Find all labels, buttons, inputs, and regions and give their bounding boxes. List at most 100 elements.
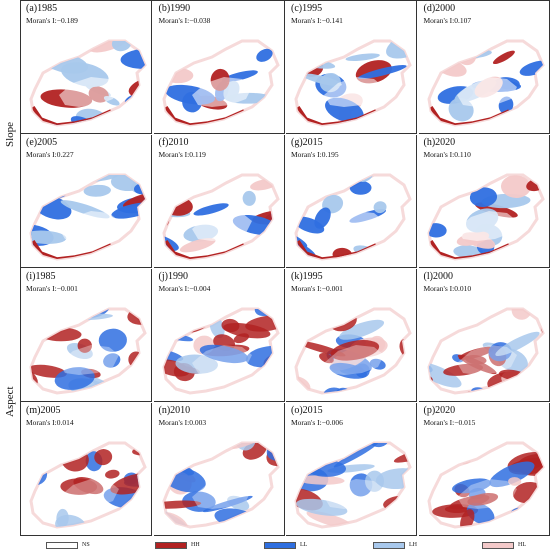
panel-title: (p)2020 <box>423 405 456 416</box>
cluster-patch <box>262 443 278 446</box>
cluster-patch <box>296 176 318 196</box>
cluster-map <box>29 173 147 261</box>
legend-swatch <box>373 541 405 549</box>
cluster-patch <box>370 443 388 448</box>
legend-item: LL <box>264 540 307 550</box>
panel-title: (f)2010 <box>158 137 189 148</box>
cluster-patch <box>339 319 385 340</box>
legend-swatch <box>264 541 296 549</box>
cluster-patch <box>390 403 417 406</box>
cluster-patch <box>449 309 472 322</box>
cluster-patch <box>245 345 278 368</box>
cluster-patch <box>296 498 348 516</box>
map-panel: (i)1985 Moran's I:−0.001 <box>21 269 152 402</box>
cluster-patch <box>202 495 253 513</box>
panel-title: (l)2000 <box>423 271 453 282</box>
cluster-patch <box>507 477 521 486</box>
cluster-patch <box>98 275 133 307</box>
cluster-patch <box>393 445 410 463</box>
cluster-patch <box>31 364 67 378</box>
cluster-patch <box>54 367 95 390</box>
cluster-patch <box>255 48 273 62</box>
cluster-map <box>294 173 412 261</box>
cluster-patch <box>231 1 269 26</box>
cluster-patch <box>329 362 368 379</box>
cluster-patch <box>229 407 254 429</box>
cluster-map <box>29 275 147 395</box>
cluster-patch <box>154 226 160 252</box>
cluster-patch <box>166 51 183 63</box>
cluster-patch <box>163 175 197 196</box>
cluster-patch <box>154 377 155 402</box>
map-panel: (b)1990 Moran's I:−0.038 <box>153 1 285 134</box>
map-panel: (k)1995 Moran's I:−0.001 <box>286 269 417 402</box>
cluster-patch <box>87 41 135 53</box>
cluster-patch <box>358 65 407 79</box>
cluster-patch <box>111 41 132 52</box>
cluster-patch <box>31 230 67 244</box>
cluster-patch <box>333 443 379 468</box>
map-panel: (a)1985 Moran's I:−0.189 <box>21 1 152 134</box>
cluster-patch <box>163 338 173 346</box>
cluster-patch <box>504 1 526 15</box>
map-panel: (j)1990 Moran's I:−0.004 <box>153 269 285 402</box>
cluster-patch <box>199 344 248 364</box>
cluster-patch <box>94 277 117 295</box>
cluster-patch <box>243 411 260 425</box>
map-panel: (o)2015 Moran's I:−0.006 <box>286 403 417 536</box>
map-panel: (f)2010 Moran's I:0.119 <box>153 135 285 268</box>
cluster-patch <box>163 397 190 402</box>
map-panel: (p)2020 Moran's I:−0.015 <box>418 403 550 536</box>
cluster-patch <box>373 201 387 214</box>
cluster-patch <box>178 444 201 460</box>
cluster-patch <box>466 492 498 506</box>
legend: NS HH LL LH HL <box>20 538 550 551</box>
cluster-patch <box>98 328 127 352</box>
cluster-patch <box>163 500 201 509</box>
cluster-map <box>29 39 147 127</box>
legend-swatch <box>46 541 78 549</box>
cluster-patch <box>306 510 353 527</box>
cluster-patch <box>72 309 89 318</box>
panel-title: (b)1990 <box>158 3 191 14</box>
cluster-patch <box>375 112 410 122</box>
legend-label: NS <box>82 542 90 548</box>
cluster-patch <box>376 468 410 490</box>
map-panel-grid: (a)1985 Moran's I:−0.189 (b)1990 Moran's I:… <box>20 0 550 536</box>
cluster-patch <box>73 477 104 495</box>
morans-i-label: Moran's I:0.010 <box>423 284 472 293</box>
map-panel: (d)2000 Moran's I:0.107 <box>418 1 550 134</box>
panel-title: (m)2005 <box>26 405 61 416</box>
cluster-patch <box>369 358 386 370</box>
cluster-map <box>426 307 545 395</box>
morans-i-label: Moran's I:−0.015 <box>423 418 476 427</box>
cluster-patch <box>170 41 187 55</box>
cluster-patch <box>469 187 497 208</box>
morans-i-label: Moran's I:−0.189 <box>26 16 78 25</box>
legend-item: HH <box>155 540 200 550</box>
cluster-map <box>154 1 280 134</box>
cluster-patch <box>21 467 30 495</box>
cluster-patch <box>319 352 334 364</box>
cluster-patch <box>31 252 37 259</box>
legend-swatch <box>155 541 187 549</box>
legend-item: LH <box>373 540 417 550</box>
cluster-patch <box>204 443 230 447</box>
cluster-patch <box>428 362 462 388</box>
cluster-patch <box>296 309 317 331</box>
cluster-patch <box>56 508 69 527</box>
cluster-patch <box>500 175 531 198</box>
row-label-slope: Slope <box>4 121 16 147</box>
morans-i-label: Moran's I:−0.004 <box>158 284 211 293</box>
cluster-patch <box>178 175 203 192</box>
cluster-patch <box>241 260 263 268</box>
morans-i-label: Moran's I:−0.141 <box>291 16 343 25</box>
morans-i-label: Moran's I:−0.006 <box>291 418 343 427</box>
cluster-map <box>294 39 412 127</box>
cluster-patch <box>428 443 459 455</box>
cluster-patch <box>372 294 416 309</box>
cluster-patch <box>110 472 145 495</box>
morans-i-label: Moran's I:0.195 <box>291 150 339 159</box>
cluster-patch <box>222 322 270 339</box>
cluster-patch <box>154 125 197 134</box>
